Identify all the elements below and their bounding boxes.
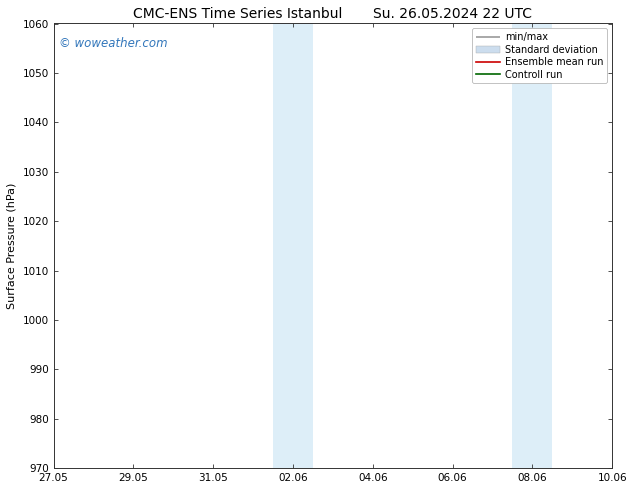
Text: © woweather.com: © woweather.com (59, 37, 168, 50)
Bar (512, 24, 533, 468)
Legend: min/max, Standard deviation, Ensemble mean run, Controll run: min/max, Standard deviation, Ensemble me… (472, 28, 607, 83)
Bar (293, 24, 313, 468)
Bar (273, 24, 293, 468)
Y-axis label: Surface Pressure (hPa): Surface Pressure (hPa) (7, 183, 17, 309)
Title: CMC-ENS Time Series Istanbul       Su. 26.05.2024 22 UTC: CMC-ENS Time Series Istanbul Su. 26.05.2… (133, 7, 533, 21)
Bar (533, 24, 552, 468)
